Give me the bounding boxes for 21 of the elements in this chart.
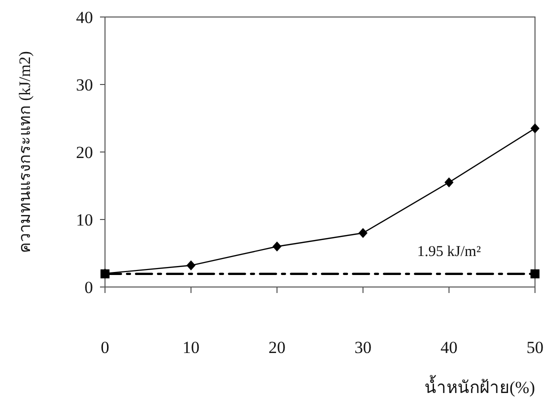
x-tick-label: 30 bbox=[354, 338, 372, 357]
point bbox=[186, 260, 196, 270]
point bbox=[272, 242, 282, 252]
x-tick-label: 0 bbox=[100, 338, 110, 357]
point bbox=[530, 269, 540, 278]
y-tick-label: 30 bbox=[76, 76, 93, 94]
y-tick-label: 20 bbox=[76, 143, 93, 162]
point bbox=[530, 123, 540, 134]
x-tick-label: 10 bbox=[182, 338, 200, 357]
x-tick-label: 40 bbox=[440, 338, 458, 357]
point bbox=[444, 177, 454, 188]
y-tick-label: 10 bbox=[76, 210, 93, 230]
x-axis-title: น้ำหนักฝ้าย(%) bbox=[424, 375, 535, 397]
y-tick-label: 40 bbox=[76, 8, 93, 27]
point bbox=[358, 228, 368, 238]
y-axis-title: ความทนแรงกระแทก (kJ/m2) bbox=[17, 51, 34, 253]
y-tick-label: 0 bbox=[84, 278, 93, 297]
x-tick-label: 50 bbox=[526, 338, 544, 357]
x-tick-label: 20 bbox=[268, 338, 286, 357]
point bbox=[100, 269, 110, 278]
annotation: 1.95 kJ/m² bbox=[417, 244, 482, 260]
